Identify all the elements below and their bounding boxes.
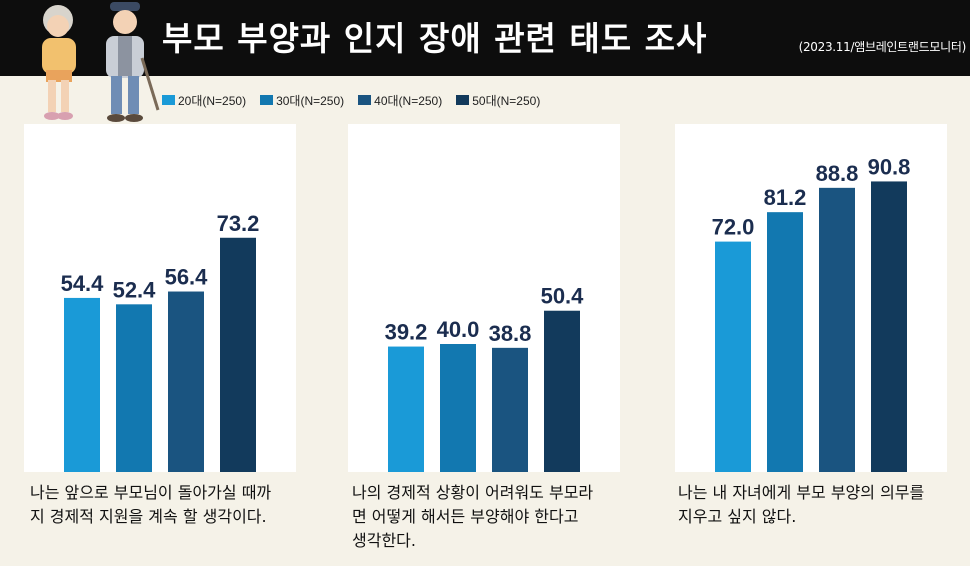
value-label-1-20s: 54.4 (61, 271, 105, 296)
bar-3-20s (715, 241, 751, 472)
value-label-2-30s: 40.0 (437, 317, 480, 342)
value-label-1-50s: 73.2 (217, 211, 260, 236)
bar-2-40s (492, 347, 528, 472)
caption-3: 나는 내 자녀에게 부모 부양의 의무를 지우고 싶지 않다. (678, 481, 924, 529)
bar-chart-1: 54.4 52.4 56.4 73.2 (61, 211, 260, 472)
legend-label-40s: 40대(N=250) (374, 93, 443, 108)
caption-1-line-1: 나는 앞으로 부모님이 돌아가실 때까 (30, 483, 272, 502)
value-label-3-40s: 88.8 (816, 161, 859, 186)
caption-3-line-2: 지우고 싶지 않다. (678, 507, 797, 526)
bar-1-40s (168, 291, 204, 472)
caption-2-line-3: 생각한다. (352, 531, 416, 550)
bar-1-50s (220, 237, 256, 472)
legend-item-20s: 20대(N=250) (162, 92, 246, 109)
bar-1-20s (64, 297, 100, 472)
header-bar: 부모 부양과 인지 장애 관련 태도 조사 (2023.11/앰브레인트랜드모니… (0, 0, 970, 76)
bar-chart-3: 72.0 81.2 88.8 90.8 (712, 154, 911, 472)
caption-1: 나는 앞으로 부모님이 돌아가실 때까 지 경제적 지원을 계속 할 생각이다. (30, 481, 271, 529)
chart-panel-2: 39.2 40.0 38.8 50.4 (348, 124, 620, 472)
legend-swatch-50s (456, 95, 470, 105)
legend-swatch-20s (162, 95, 175, 105)
legend-label-50s: 50대(N=250) (472, 93, 541, 108)
value-label-3-50s: 90.8 (868, 154, 911, 179)
legend-item-40s: 40대(N=250) (358, 92, 442, 109)
value-label-2-20s: 39.2 (385, 320, 428, 345)
value-label-2-50s: 50.4 (541, 284, 585, 309)
elderly-couple-illustration (42, 2, 160, 122)
bar-1-30s (116, 304, 152, 472)
value-label-2-40s: 38.8 (489, 321, 532, 346)
legend-item-30s: 30대(N=250) (260, 92, 344, 109)
legend: 20대(N=250) 30대(N=250) 40대(N=250) 50대(N=2… (162, 92, 540, 108)
legend-swatch-30s (260, 95, 274, 105)
bar-chart-2: 39.2 40.0 38.8 50.4 (385, 284, 585, 472)
caption-2: 나의 경제적 상황이 어려워도 부모라 면 어떻게 해서든 부양해야 한다고 생… (352, 481, 593, 553)
caption-3-line-1: 나는 내 자녀에게 부모 부양의 의무를 (678, 483, 925, 502)
bar-3-30s (767, 212, 803, 472)
source-note: (2023.11/앰브레인트랜드모니터) (798, 40, 967, 54)
value-label-1-30s: 52.4 (113, 277, 157, 302)
legend-label-20s: 20대(N=250) (178, 93, 247, 108)
bar-2-20s (388, 346, 424, 472)
bar-2-50s (544, 310, 580, 472)
chart-panel-3: 72.0 81.2 88.8 90.8 (675, 124, 947, 472)
value-label-3-20s: 72.0 (712, 215, 755, 240)
legend-swatch-40s (358, 95, 372, 105)
caption-2-line-2: 면 어떻게 해서든 부양해야 한다고 (352, 507, 579, 526)
value-label-3-30s: 81.2 (764, 185, 807, 210)
bar-3-40s (819, 187, 855, 472)
legend-item-50s: 50대(N=250) (456, 92, 540, 109)
caption-1-line-2: 지 경제적 지원을 계속 할 생각이다. (30, 507, 267, 526)
bar-3-50s (871, 181, 907, 472)
caption-2-line-1: 나의 경제적 상황이 어려워도 부모라 (352, 483, 594, 502)
legend-label-30s: 30대(N=250) (276, 93, 345, 108)
chart-title: 부모 부양과 인지 장애 관련 태도 조사 (162, 19, 708, 58)
value-label-1-40s: 56.4 (165, 265, 209, 290)
chart-panel-1: 54.4 52.4 56.4 73.2 (24, 124, 296, 472)
bar-2-30s (440, 344, 476, 472)
